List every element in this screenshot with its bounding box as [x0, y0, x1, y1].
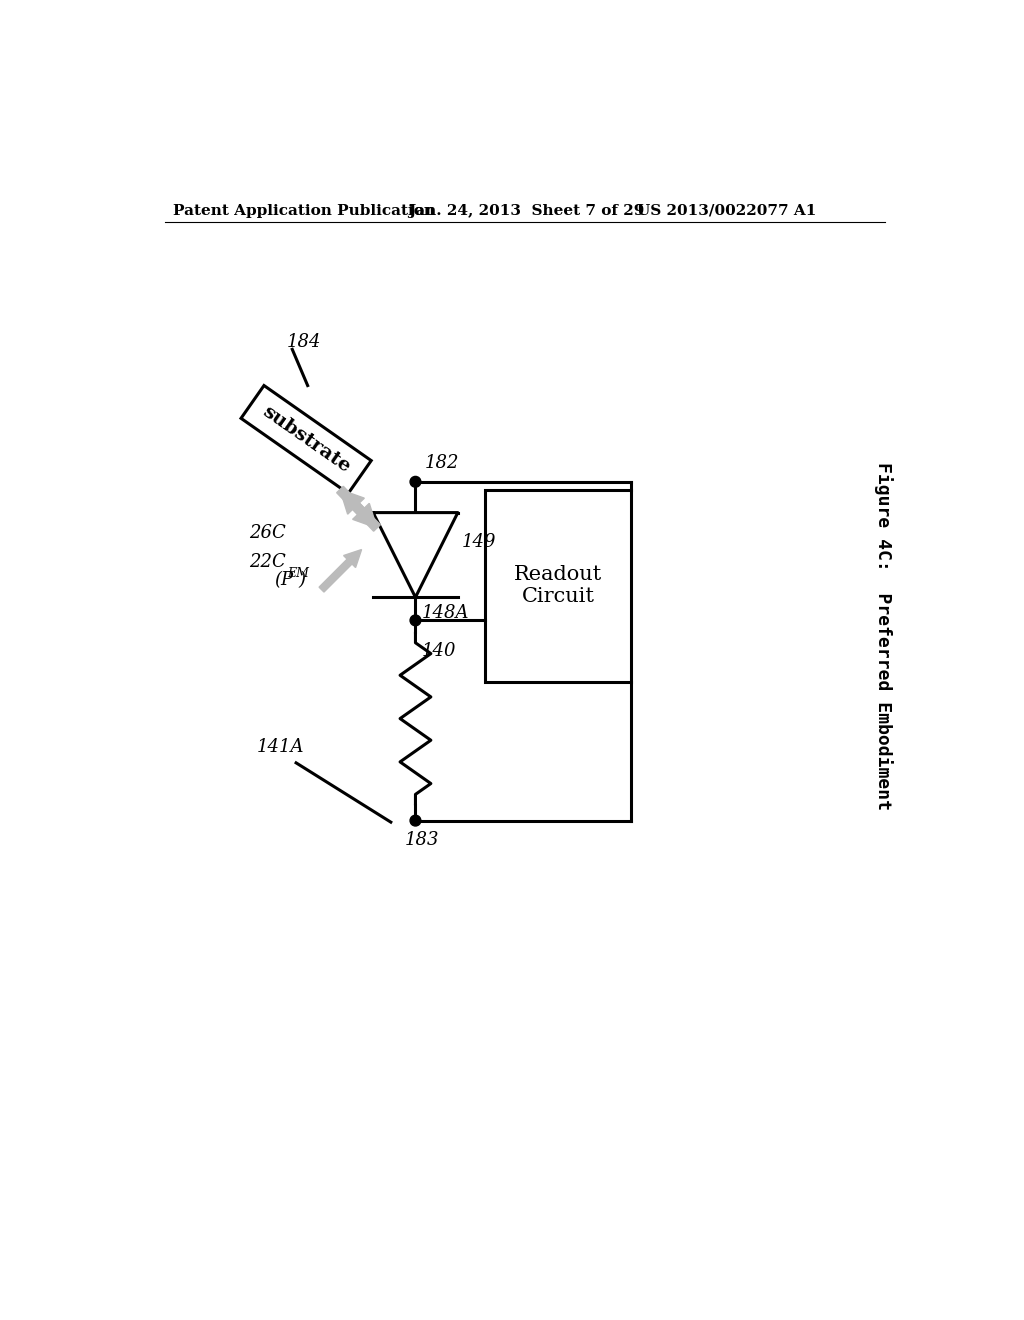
Text: 184: 184	[287, 333, 322, 351]
Text: Patent Application Publication: Patent Application Publication	[173, 203, 435, 218]
Text: 22C: 22C	[249, 553, 286, 570]
Text: Jan. 24, 2013  Sheet 7 of 29: Jan. 24, 2013 Sheet 7 of 29	[408, 203, 644, 218]
Text: Figure 4C:  Preferred Embodiment: Figure 4C: Preferred Embodiment	[874, 462, 893, 809]
Text: 149: 149	[462, 533, 497, 550]
FancyArrow shape	[340, 490, 380, 531]
Text: 141A: 141A	[257, 738, 304, 756]
Bar	[484, 490, 631, 682]
FancyBboxPatch shape	[241, 385, 372, 494]
Circle shape	[410, 816, 421, 826]
Text: US 2013/0022077 A1: US 2013/0022077 A1	[637, 203, 816, 218]
Circle shape	[410, 615, 421, 626]
Text: (P: (P	[273, 572, 293, 589]
FancyArrow shape	[337, 486, 377, 528]
FancyArrow shape	[319, 549, 361, 593]
Text: 140: 140	[422, 643, 456, 660]
Text: 148A: 148A	[422, 603, 469, 622]
Text: 26C: 26C	[249, 524, 286, 543]
Text: EM: EM	[288, 568, 309, 581]
Text: 183: 183	[404, 830, 439, 849]
Text: substrate: substrate	[259, 403, 353, 477]
Polygon shape	[373, 512, 458, 598]
Circle shape	[410, 477, 421, 487]
Text: ): )	[298, 572, 305, 589]
Text: Readout
Circuit: Readout Circuit	[514, 565, 602, 606]
Text: 182: 182	[425, 454, 459, 471]
